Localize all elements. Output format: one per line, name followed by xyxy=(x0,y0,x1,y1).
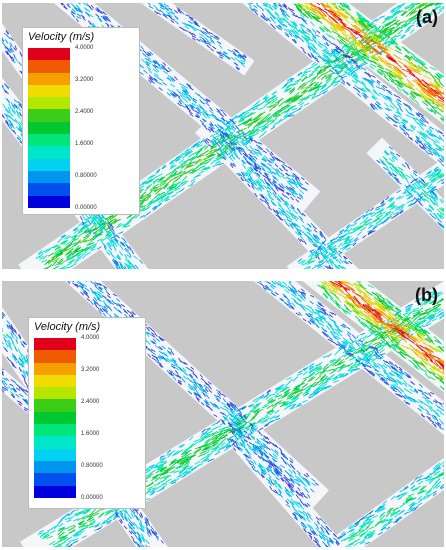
scale-swatch xyxy=(34,387,76,400)
scale-swatch xyxy=(34,350,76,363)
legend-label: 0.00000 xyxy=(81,495,103,501)
legend-label: 4.0000 xyxy=(81,335,100,341)
scale-swatch xyxy=(28,109,70,122)
scale-swatch xyxy=(34,436,76,449)
scale-swatch xyxy=(34,399,76,412)
scale-swatch xyxy=(34,362,76,375)
color-scale-a xyxy=(28,48,70,208)
scale-swatch xyxy=(28,48,70,61)
scale-swatch xyxy=(28,60,70,73)
color-scale-b xyxy=(34,338,76,498)
scale-swatch xyxy=(34,374,76,388)
legend-label: 0.80000 xyxy=(75,173,97,179)
panel-tag-a: (a) xyxy=(416,7,438,27)
legend-label: 2.4000 xyxy=(75,109,94,115)
legend-label: 2.4000 xyxy=(81,399,100,405)
legend-label: 3.2000 xyxy=(81,367,100,373)
legend-label: 1.6000 xyxy=(81,431,100,437)
velocity-legend-a: Velocity (m/s) 4.0000 3.2000 2.4000 1.60… xyxy=(22,27,140,215)
scale-swatch xyxy=(34,485,76,498)
legend-label: 0.00000 xyxy=(75,205,97,211)
legend-title-a: Velocity (m/s) xyxy=(28,31,95,43)
panel-a: Velocity (m/s) 4.0000 3.2000 2.4000 1.60… xyxy=(2,3,444,269)
scale-swatch xyxy=(34,460,76,474)
scale-swatch xyxy=(28,121,70,135)
scale-swatch xyxy=(34,338,76,351)
legend-label: 0.80000 xyxy=(81,463,103,469)
legend-labels-a: 4.0000 3.2000 2.4000 1.6000 0.80000 0.00… xyxy=(75,45,135,211)
scale-swatch xyxy=(28,97,70,110)
scale-swatch xyxy=(28,84,70,98)
legend-title-b: Velocity (m/s) xyxy=(34,321,101,333)
scale-swatch xyxy=(28,134,70,147)
velocity-legend-b: Velocity (m/s) 4.0000 3.2000 2.4000 1.60… xyxy=(28,317,146,509)
panel-b: Velocity (m/s) 4.0000 3.2000 2.4000 1.60… xyxy=(2,281,444,547)
scale-swatch xyxy=(34,411,76,425)
legend-label: 1.6000 xyxy=(75,141,94,147)
legend-label: 3.2000 xyxy=(75,77,94,83)
scale-swatch xyxy=(34,424,76,437)
legend-labels-b: 4.0000 3.2000 2.4000 1.6000 0.80000 0.00… xyxy=(81,335,141,501)
scale-swatch xyxy=(28,195,70,208)
scale-swatch xyxy=(28,146,70,159)
legend-label: 4.0000 xyxy=(75,45,94,51)
scale-swatch xyxy=(34,448,76,461)
scale-swatch xyxy=(28,158,70,171)
scale-swatch xyxy=(28,170,70,184)
scale-swatch xyxy=(34,473,76,486)
scale-swatch xyxy=(28,183,70,196)
panel-tag-b: (b) xyxy=(415,285,438,305)
scale-swatch xyxy=(28,72,70,85)
